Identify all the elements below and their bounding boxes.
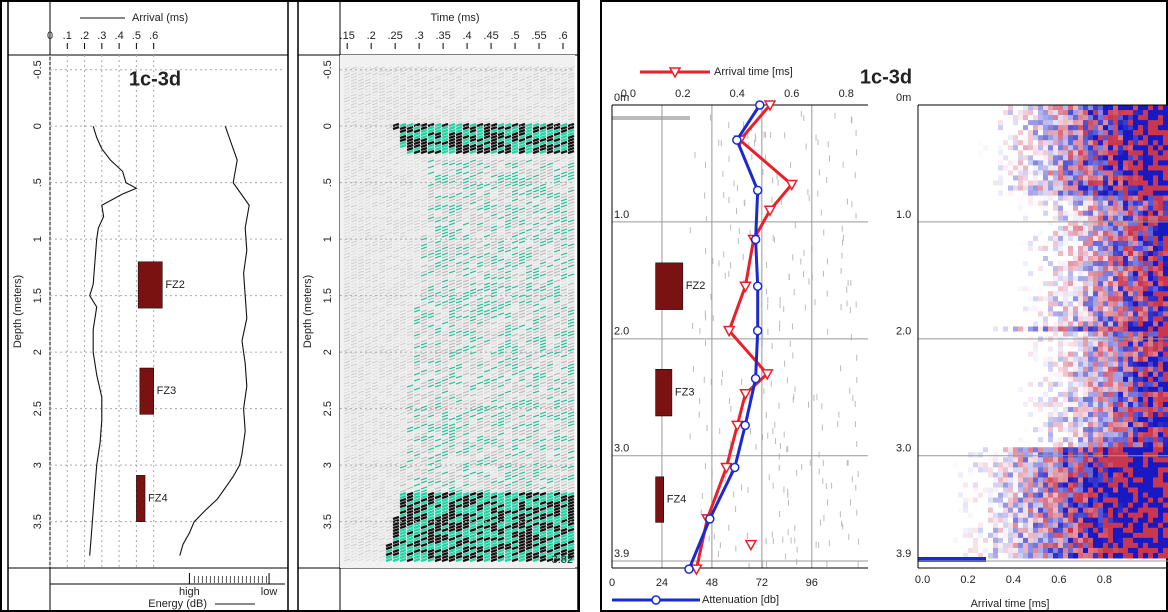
figure: -0.50.511.522.533.5Depth (meters)0.1.2.3… bbox=[0, 0, 1168, 612]
